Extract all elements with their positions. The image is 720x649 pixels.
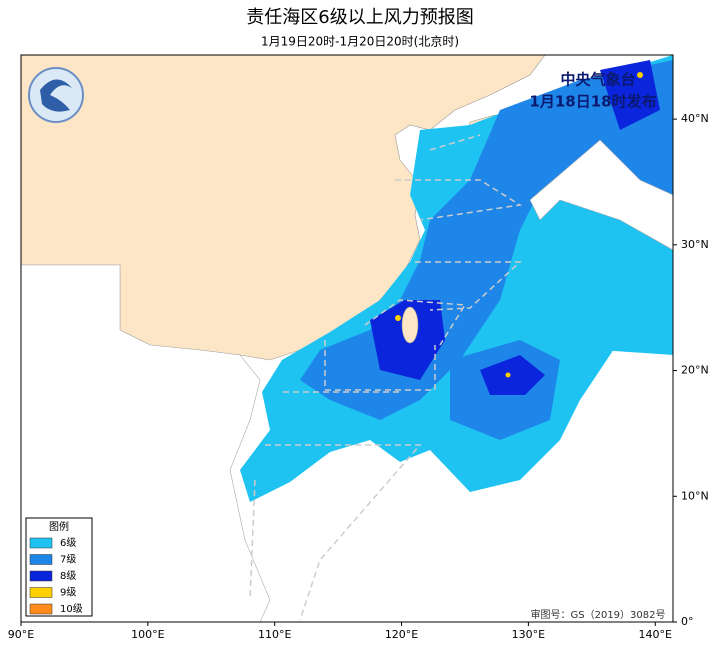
issued-time: 1月18日18时发布 <box>529 93 656 111</box>
map <box>21 55 673 622</box>
lon-tick-label: 90°E <box>8 628 34 641</box>
legend-swatch <box>29 554 53 565</box>
logo <box>28 67 84 123</box>
lat-tick-label: 40°N <box>681 112 709 125</box>
legend-label: 10级 <box>60 603 83 615</box>
legend-swatch <box>29 603 53 615</box>
legend-swatch <box>29 537 53 549</box>
lat-tick-label: 10°N <box>681 489 709 502</box>
approval-number: 审图号：GS（2019）3082号 <box>531 608 666 621</box>
wind-area-9 <box>395 315 401 321</box>
wind-area-9 <box>505 372 511 378</box>
legend-label: 8级 <box>60 570 76 582</box>
logo-mark <box>40 79 72 112</box>
lon-tick-label: 120°E <box>385 628 418 641</box>
legend: 图例 6级 7级 8级 9级 10级 <box>25 517 93 617</box>
agency: 中央气象台 <box>560 71 635 89</box>
wind-area-6 <box>560 300 673 355</box>
wind-area-9 <box>637 72 643 78</box>
legend-label: 7级 <box>60 554 76 566</box>
lat-tick-label: 30°N <box>681 238 709 251</box>
lat-tick-label: 20°N <box>681 364 709 377</box>
sea-area-lines <box>249 134 523 621</box>
taiwan <box>401 306 419 344</box>
lon-tick-label: 100°E <box>131 628 164 641</box>
legend-swatch <box>29 570 53 582</box>
subtitle: 1月19日20时-1月20日20时(北京时) <box>261 35 459 49</box>
legend-label: 9级 <box>60 587 76 599</box>
legend-title: 图例 <box>49 520 69 533</box>
legend-box <box>25 517 93 617</box>
legend-swatch <box>29 587 53 598</box>
lon-tick-label: 140°E <box>639 628 672 641</box>
wind-area-8 <box>480 355 545 395</box>
lat-tick-label: 0° <box>681 615 694 628</box>
map-frame <box>20 54 674 623</box>
legend-label: 6级 <box>60 537 76 549</box>
japan-land <box>529 139 673 251</box>
wind-area-8 <box>600 60 660 130</box>
lon-tick-label: 110°E <box>258 628 291 641</box>
title: 责任海区6级以上风力预报图 <box>246 7 473 28</box>
lon-tick-label: 130°E <box>512 628 545 641</box>
